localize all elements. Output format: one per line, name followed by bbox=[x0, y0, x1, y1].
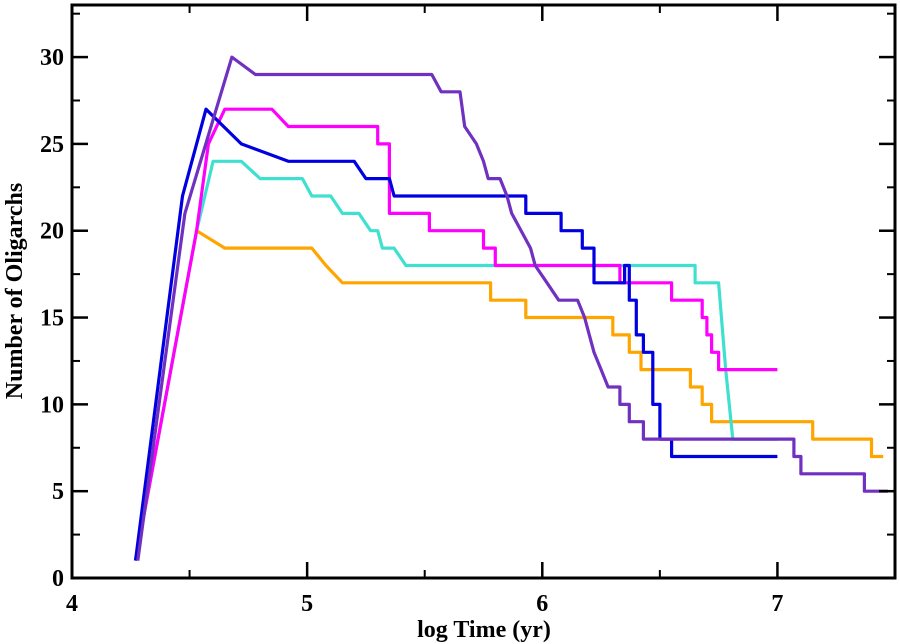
y-tick-label: 15 bbox=[40, 306, 64, 332]
x-tick-label: 7 bbox=[771, 591, 783, 617]
x-tick-label: 6 bbox=[536, 591, 548, 617]
series-line-purple bbox=[136, 55, 888, 561]
series-line-magenta bbox=[133, 107, 778, 561]
x-tick-label: 5 bbox=[301, 591, 313, 617]
tick-labels-layer: 4 5 6 7 0 5 10 15 20 25 30 bbox=[40, 45, 783, 617]
x-tick-label: 4 bbox=[66, 591, 78, 617]
y-tick-label: 0 bbox=[52, 566, 64, 592]
y-tick-label: 30 bbox=[40, 45, 64, 71]
ticks-layer bbox=[70, 5, 895, 580]
y-tick-label: 25 bbox=[40, 132, 64, 158]
series-line-blue bbox=[133, 107, 778, 561]
y-tick-label: 5 bbox=[52, 479, 64, 505]
series-line-orange bbox=[133, 229, 884, 561]
series-line-turquoise bbox=[133, 159, 778, 561]
y-tick-label: 20 bbox=[40, 219, 64, 245]
plot-frame bbox=[70, 3, 897, 580]
x-axis-label: log Time (yr) bbox=[417, 617, 551, 643]
series-layer bbox=[133, 55, 888, 561]
y-tick-label: 10 bbox=[40, 392, 64, 418]
y-axis-label: Number of Oligarchs bbox=[2, 183, 28, 399]
